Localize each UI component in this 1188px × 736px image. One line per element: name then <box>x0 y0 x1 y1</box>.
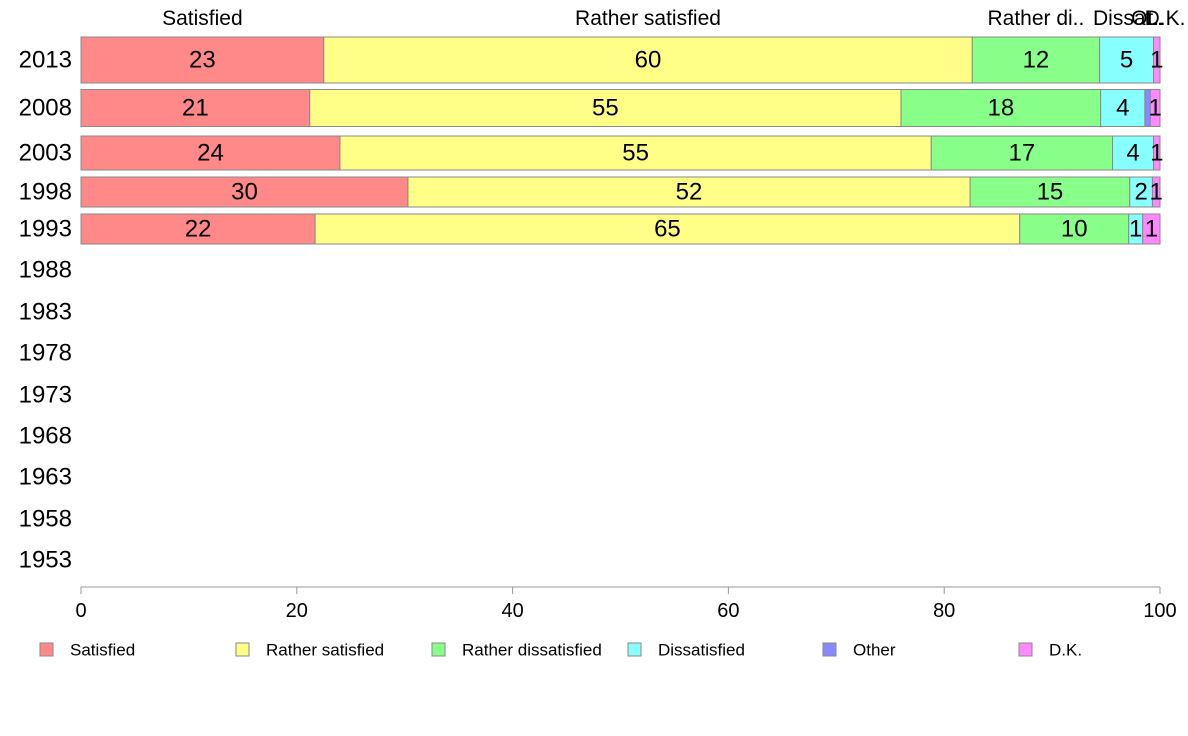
bar-segment[interactable] <box>323 36 973 84</box>
year-tick-label: 1993 <box>19 216 72 243</box>
bar-segment[interactable] <box>930 135 1114 171</box>
data-label: 55 <box>592 95 619 122</box>
data-label: 10 <box>1061 216 1088 243</box>
x-tick-label: 0 <box>75 600 86 622</box>
data-label: 24 <box>197 140 224 167</box>
bar-segment[interactable] <box>80 213 316 245</box>
bar-segment[interactable] <box>1142 213 1161 245</box>
year-tick-label: 2003 <box>19 140 72 167</box>
year-tick-label: 1958 <box>19 506 72 533</box>
bar-segment[interactable] <box>1153 135 1161 171</box>
year-tick-label: 1998 <box>19 179 72 206</box>
data-label: 5 <box>1120 47 1133 74</box>
bar-segment[interactable] <box>900 89 1102 127</box>
year-tick-label: 1988 <box>19 257 72 284</box>
bar-segment[interactable] <box>407 176 971 208</box>
bar-segment[interactable] <box>971 36 1101 84</box>
bar-segment[interactable] <box>1149 89 1161 127</box>
data-label: 15 <box>1037 179 1064 206</box>
category-top-label: Satisfied <box>162 7 243 30</box>
legend-label: Rather satisfied <box>266 641 384 660</box>
data-label: 21 <box>182 95 209 122</box>
year-tick-label: 1963 <box>19 464 72 491</box>
bar-segment[interactable] <box>80 135 341 171</box>
category-top-label: D.K. <box>1145 7 1186 30</box>
data-label: 22 <box>185 216 212 243</box>
year-tick-label: 1973 <box>19 382 72 409</box>
data-label: 1 <box>1129 216 1142 243</box>
category-top-label: Rather di.. <box>987 7 1084 30</box>
year-tick-label: 1983 <box>19 299 72 326</box>
bar-segment[interactable] <box>80 36 325 84</box>
data-label: 4 <box>1116 95 1129 122</box>
year-tick-label: 2013 <box>19 47 72 74</box>
data-label: 1 <box>1150 179 1163 206</box>
year-tick-label: 2008 <box>19 95 72 122</box>
legend-label: Satisfied <box>70 641 135 660</box>
year-tick-label: 1968 <box>19 423 72 450</box>
legend-swatch <box>235 642 250 657</box>
data-label: 55 <box>622 140 649 167</box>
x-tick-label: 80 <box>933 600 955 622</box>
category-top-label: Rather satisfied <box>575 7 721 30</box>
bar-segment[interactable] <box>80 89 311 127</box>
legend-swatch <box>627 642 642 657</box>
x-tick-label: 100 <box>1143 600 1176 622</box>
legend-swatch <box>822 642 837 657</box>
year-tick-label: 1978 <box>19 340 72 367</box>
data-label: 65 <box>654 216 681 243</box>
bar-segment[interactable] <box>1151 176 1161 208</box>
x-tick-label: 40 <box>501 600 523 622</box>
bar-segment[interactable] <box>1100 89 1146 127</box>
data-label: 60 <box>635 47 662 74</box>
bar-segment[interactable] <box>1153 36 1161 84</box>
data-label: 12 <box>1023 47 1050 74</box>
data-label: 1 <box>1150 140 1163 167</box>
legend-swatch <box>1018 642 1033 657</box>
data-label: 17 <box>1009 140 1036 167</box>
category-top-label: Dissat.. <box>1093 7 1163 30</box>
legend-label: D.K. <box>1049 641 1082 660</box>
bar-segment[interactable] <box>1019 213 1130 245</box>
legend-swatch <box>431 642 446 657</box>
legend-label: Other <box>853 641 896 660</box>
year-tick-label: 1953 <box>19 547 72 574</box>
bar-segment[interactable] <box>80 176 409 208</box>
data-label: 2 <box>1134 179 1147 206</box>
data-label: 1 <box>1145 216 1158 243</box>
bar-segment[interactable] <box>309 89 902 127</box>
x-tick-label: 60 <box>717 600 739 622</box>
data-label: 30 <box>231 179 258 206</box>
legend-label: Dissatisfied <box>658 641 745 660</box>
category-top-label: Ot.. <box>1131 7 1165 30</box>
data-label: 52 <box>676 179 703 206</box>
x-tick-label: 20 <box>286 600 308 622</box>
data-label: 1 <box>1150 47 1163 74</box>
data-label: 23 <box>189 47 216 74</box>
bar-segment[interactable] <box>969 176 1131 208</box>
data-label: 4 <box>1126 140 1139 167</box>
data-label: 18 <box>987 95 1014 122</box>
legend-label: Rather dissatisfied <box>462 641 602 660</box>
data-label: 1 <box>1148 95 1161 122</box>
legend-swatch <box>39 642 54 657</box>
